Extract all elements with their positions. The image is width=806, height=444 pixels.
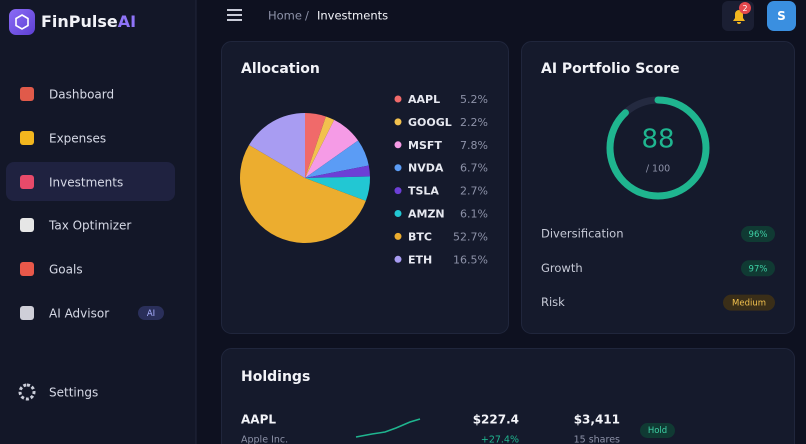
pie-slice <box>305 176 371 201</box>
sparkline <box>355 418 421 438</box>
pie-slice <box>305 119 359 178</box>
holding-action: Hold <box>648 426 667 436</box>
pie-chart <box>240 113 371 243</box>
legend: AAPL 5.2% GOOGL 2.2% MSFT 7.8% NVDA 6.7% TSLA 2.7… <box>394 93 488 266</box>
score-max: / 100 <box>646 164 670 175</box>
nav-link[interactable]: Tax Optimizer <box>48 219 131 233</box>
bell-icon <box>733 10 745 24</box>
legend-dot <box>394 141 402 149</box>
legend-dot <box>394 210 402 217</box>
legend-label: AMZN <box>408 208 445 221</box>
legend-label: BTC <box>408 230 432 243</box>
legend-label: ETH <box>408 253 432 266</box>
legend-value: 2.7% <box>460 185 488 198</box>
nav-icon <box>20 87 34 101</box>
nav-link[interactable]: Goals <box>49 263 83 277</box>
nav-icon <box>20 218 34 232</box>
gauge-arc <box>606 96 710 200</box>
pie-slice <box>240 144 366 243</box>
metric-label: Growth <box>541 261 583 275</box>
pie-slice <box>249 113 305 178</box>
nav-link[interactable]: AI Advisor <box>49 307 109 321</box>
pie-slice <box>305 140 369 178</box>
avatar[interactable] <box>767 1 796 31</box>
logo-glyph <box>15 14 29 30</box>
pie-slice <box>305 116 335 178</box>
holding-change: +27.4% <box>481 435 519 444</box>
card-title: Holdings <box>241 369 310 385</box>
metric-badge <box>723 294 775 311</box>
card-title: AI Portfolio Score <box>541 61 680 77</box>
holding-symbol: AAPL <box>241 413 276 427</box>
holding-price: $227.4 <box>473 413 519 427</box>
breadcrumb-separator: / <box>305 9 309 23</box>
nav: Dashboard Expenses Investments Tax Optimize… <box>20 87 164 321</box>
avatar-initial: S <box>777 9 786 23</box>
metric-label: Risk <box>541 295 565 309</box>
nav-link[interactable]: Investments <box>49 176 123 190</box>
metric-badge <box>741 260 775 277</box>
legend-dot <box>394 118 402 126</box>
settings-link[interactable]: Settings <box>49 386 98 400</box>
action-badge[interactable] <box>640 423 675 438</box>
metric-badge-text: 96% <box>749 230 768 240</box>
nav-badge-text: AI <box>147 309 155 319</box>
legend-dot <box>394 187 402 195</box>
legend-label: NVDA <box>408 162 444 175</box>
brand-name: FinPulse <box>41 12 118 31</box>
legend-label: MSFT <box>408 139 442 152</box>
breadcrumb-current: Investments <box>317 9 388 23</box>
metric-badge <box>741 226 775 242</box>
nav-link[interactable]: Dashboard <box>49 88 114 102</box>
pie-slice <box>305 165 370 178</box>
nav-active-bg <box>6 162 175 201</box>
card-title: Allocation <box>241 61 320 77</box>
menu-button[interactable] <box>227 9 242 21</box>
logo-icon[interactable] <box>9 9 35 35</box>
breadcrumb-home[interactable]: Home <box>268 9 302 23</box>
legend-label: AAPL <box>408 93 440 106</box>
settings-icon <box>18 383 36 401</box>
notification-badge <box>739 2 751 14</box>
pie-slice <box>305 113 326 178</box>
brand: FinPulseAI <box>41 12 136 31</box>
legend-dot <box>394 255 402 263</box>
metric-badge-text: 97% <box>749 264 768 274</box>
nav-icon <box>20 175 34 189</box>
notification-count: 2 <box>742 4 747 13</box>
holdings-card <box>221 348 795 444</box>
nav-icon <box>20 262 34 276</box>
legend-value: 52.7% <box>453 230 488 243</box>
legend-label: TSLA <box>408 185 439 198</box>
legend-value: 5.2% <box>460 93 488 106</box>
metric-badge-text: Medium <box>732 299 766 309</box>
legend-dot <box>394 164 402 172</box>
metric-label: Diversification <box>541 227 624 241</box>
legend-value: 6.1% <box>460 208 488 221</box>
legend-value: 7.8% <box>460 139 488 152</box>
metrics: Diversification 96% Growth 97% Risk Medium <box>541 226 775 311</box>
legend-dot <box>394 232 402 240</box>
nav-icon <box>20 306 34 320</box>
legend-value: 6.7% <box>460 162 488 175</box>
holding-name: Apple Inc. <box>241 435 288 444</box>
nav-icon <box>20 131 34 145</box>
brand-accent: AI <box>118 12 136 31</box>
score-card <box>521 41 795 334</box>
legend-value: 2.2% <box>460 116 488 129</box>
legend-label: GOOGL <box>408 116 452 129</box>
score-value: 88 <box>641 125 674 155</box>
nav-link[interactable]: Expenses <box>49 132 106 146</box>
holding-shares: 15 shares <box>574 435 620 444</box>
legend-dot <box>394 95 402 103</box>
holding-value: $3,411 <box>574 413 620 427</box>
legend-value: 16.5% <box>453 253 488 266</box>
nav-badge <box>138 306 164 320</box>
